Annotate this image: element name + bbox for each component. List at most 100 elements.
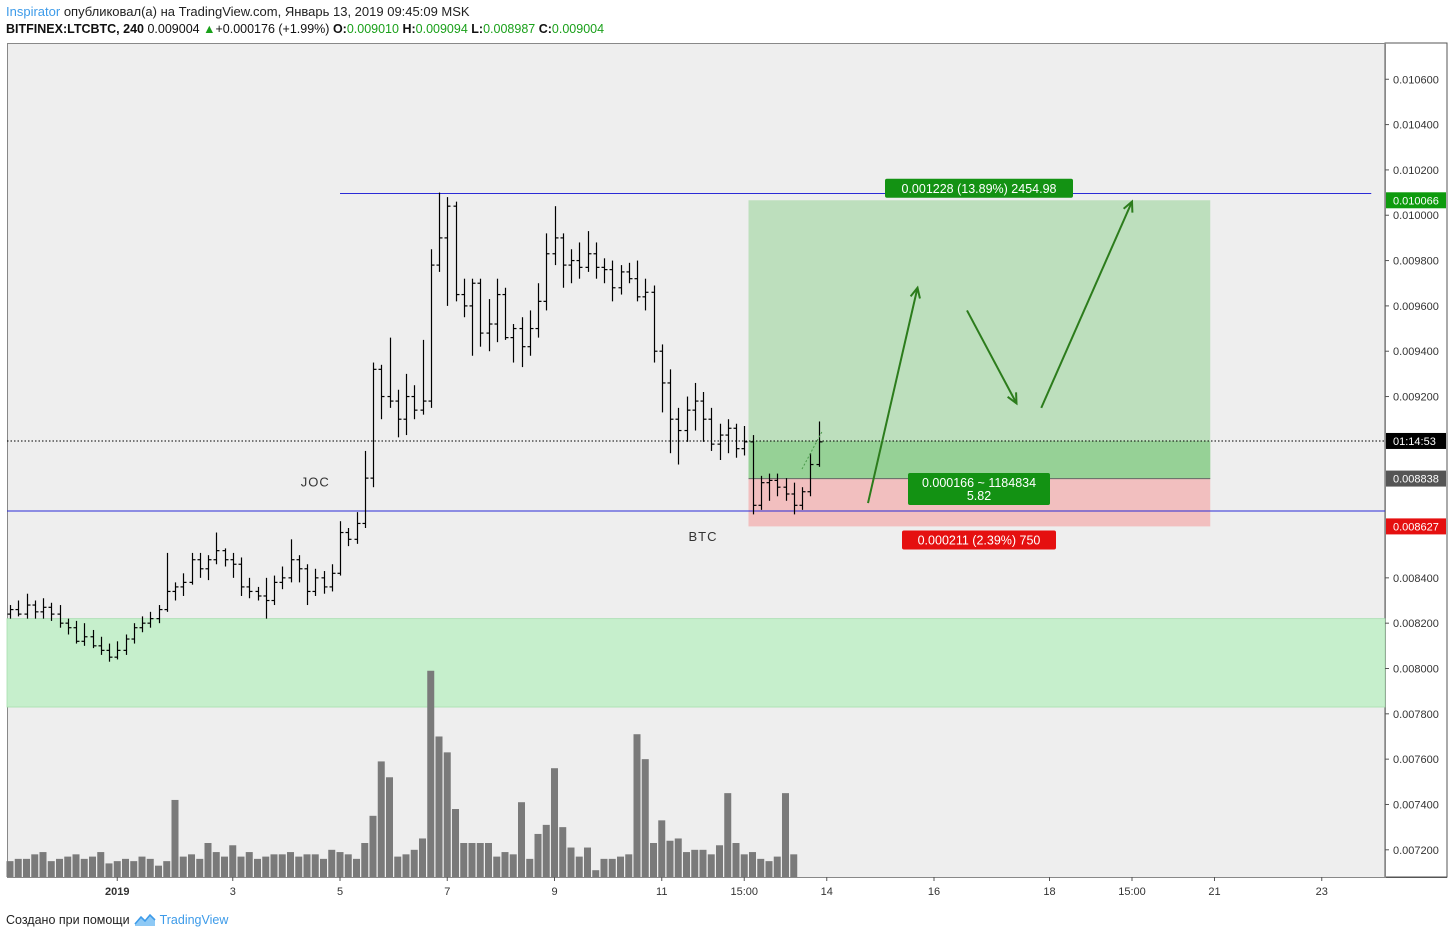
ohlc-bar[interactable] xyxy=(700,392,707,442)
ohlc-bar[interactable] xyxy=(667,369,674,454)
ohlc-bar[interactable] xyxy=(15,600,22,617)
ohlc-bar[interactable] xyxy=(156,605,163,624)
ohlc-bar[interactable] xyxy=(255,586,262,601)
forecast-arrow[interactable] xyxy=(867,285,921,504)
ohlc-bar[interactable] xyxy=(535,283,542,338)
ohlc-bar[interactable] xyxy=(32,600,39,619)
ohlc-bar[interactable] xyxy=(180,573,187,596)
ohlc-bar[interactable] xyxy=(642,278,649,311)
ohlc-bar[interactable] xyxy=(684,396,691,442)
ohlc-bar[interactable] xyxy=(172,582,179,601)
ohlc-bar[interactable] xyxy=(123,634,130,655)
ohlc-bar[interactable] xyxy=(618,265,625,295)
ohlc-bar[interactable] xyxy=(725,419,732,454)
ohlc-bar[interactable] xyxy=(816,421,823,467)
ohlc-bar[interactable] xyxy=(271,575,278,606)
ohlc-bar[interactable] xyxy=(766,473,773,501)
ohlc-bar[interactable] xyxy=(486,299,493,352)
ohlc-bar[interactable] xyxy=(502,287,509,340)
ohlc-bar[interactable] xyxy=(329,564,336,592)
ohlc-bar[interactable] xyxy=(444,197,451,306)
ohlc-bar[interactable] xyxy=(494,278,501,343)
stop-label[interactable]: 0.000211 (2.39%) 750 xyxy=(902,530,1056,550)
forecast-arrow[interactable] xyxy=(1040,199,1134,409)
ohlc-bar[interactable] xyxy=(304,564,311,606)
ohlc-bar[interactable] xyxy=(40,598,47,619)
ohlc-bar[interactable] xyxy=(337,521,344,576)
ohlc-bar[interactable] xyxy=(370,362,377,488)
target-label[interactable]: 0.001228 (13.89%) 2454.98 xyxy=(885,178,1073,198)
ohlc-bar[interactable] xyxy=(238,557,245,596)
ohlc-bar[interactable] xyxy=(321,571,328,594)
ohlc-bar[interactable] xyxy=(807,453,814,497)
ohlc-bar[interactable] xyxy=(205,555,212,581)
ohlc-bar[interactable] xyxy=(81,623,88,646)
ohlc-bar[interactable] xyxy=(420,339,427,415)
ohlc-bar[interactable] xyxy=(378,364,385,420)
ohlc-bar[interactable] xyxy=(791,482,798,515)
ohlc-bar[interactable] xyxy=(263,577,270,619)
ohlc-bar[interactable] xyxy=(7,605,14,619)
ohlc-bar[interactable] xyxy=(692,382,699,431)
ohlc-bar[interactable] xyxy=(147,611,154,628)
ohlc-bar[interactable] xyxy=(568,249,575,284)
ohlc-bar[interactable] xyxy=(543,233,550,311)
ohlc-bar[interactable] xyxy=(189,552,196,585)
tradingview-logo-icon[interactable] xyxy=(133,913,156,927)
ohlc-bar[interactable] xyxy=(296,555,303,583)
ohlc-bar[interactable] xyxy=(651,285,658,363)
ohlc-bar[interactable] xyxy=(609,260,616,302)
ohlc-bar[interactable] xyxy=(139,616,146,633)
ohlc-bar[interactable] xyxy=(246,577,253,599)
ohlc-bar[interactable] xyxy=(659,344,666,413)
ohlc-bar[interactable] xyxy=(527,310,534,356)
ohlc-bar[interactable] xyxy=(510,324,517,363)
ohlc-bar[interactable] xyxy=(477,278,484,347)
ohlc-bar[interactable] xyxy=(230,552,237,578)
ohlc-bar[interactable] xyxy=(345,527,352,547)
ohlc-bar[interactable] xyxy=(601,258,608,284)
ohlc-bar[interactable] xyxy=(362,450,369,528)
ohlc-bar[interactable] xyxy=(65,618,72,635)
ohlc-bar[interactable] xyxy=(774,473,781,497)
ohlc-bar[interactable] xyxy=(288,539,295,583)
forecast-arrow[interactable] xyxy=(966,309,1018,406)
ohlc-bar[interactable] xyxy=(436,192,443,272)
ohlc-bar[interactable] xyxy=(279,566,286,590)
ohlc-bar[interactable] xyxy=(626,262,633,284)
ohlc-bar[interactable] xyxy=(48,602,55,621)
ohlc-bar[interactable] xyxy=(783,478,790,501)
ohlc-bar[interactable] xyxy=(758,475,765,510)
tradingview-brand[interactable]: TradingView xyxy=(159,913,229,927)
ohlc-bar[interactable] xyxy=(114,641,121,660)
ohlc-bar[interactable] xyxy=(73,620,80,644)
ohlc-bar[interactable] xyxy=(552,206,559,266)
ohlc-bar[interactable] xyxy=(24,593,31,619)
ohlc-bar[interactable] xyxy=(395,389,402,438)
ohlc-bar[interactable] xyxy=(222,548,229,567)
ohlc-bar[interactable] xyxy=(164,552,171,612)
ohlc-bar[interactable] xyxy=(453,201,460,302)
ohlc-bar[interactable] xyxy=(131,623,138,644)
ohlc-bar[interactable] xyxy=(106,643,113,662)
price-axis[interactable] xyxy=(1384,42,1448,878)
ohlc-bar[interactable] xyxy=(403,373,410,436)
ohlc-bar[interactable] xyxy=(57,605,64,628)
ohlc-bar[interactable] xyxy=(90,629,97,649)
ohlc-bar[interactable] xyxy=(197,552,204,578)
ohlc-bar[interactable] xyxy=(560,233,567,288)
ohlc-bar[interactable] xyxy=(585,231,592,272)
ohlc-bar[interactable] xyxy=(708,407,715,451)
ohlc-bar[interactable] xyxy=(519,317,526,368)
ohlc-bar[interactable] xyxy=(733,423,740,458)
ohlc-bar[interactable] xyxy=(576,242,583,279)
ohlc-bar[interactable] xyxy=(750,435,757,515)
ohlc-bar[interactable] xyxy=(354,512,361,544)
ohlc-bar[interactable] xyxy=(213,532,220,565)
ohlc-bar[interactable] xyxy=(387,337,394,408)
ohlc-bar[interactable] xyxy=(741,426,748,456)
ohlc-bar[interactable] xyxy=(634,260,641,302)
ohlc-bar[interactable] xyxy=(593,242,600,279)
